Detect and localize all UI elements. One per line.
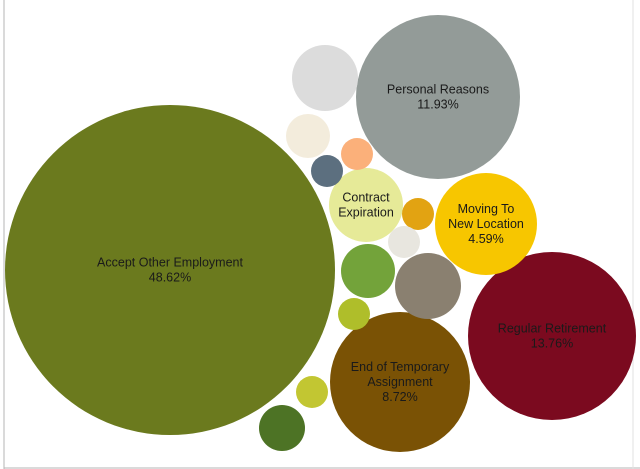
bubble-label-4-2: 4.59% xyxy=(468,232,503,246)
bubble-label-4-0: Moving To xyxy=(458,202,515,216)
bubble-16 xyxy=(259,405,305,451)
bubble-10 xyxy=(402,198,434,230)
bubble-7 xyxy=(286,114,330,158)
bubble-15 xyxy=(296,376,328,408)
bubble-8 xyxy=(341,138,373,170)
bubble-1 xyxy=(468,252,636,420)
bubble-label-5-1: Expiration xyxy=(338,206,394,220)
bubble-9 xyxy=(311,155,343,187)
bubble-6 xyxy=(292,45,358,111)
bubble-14 xyxy=(338,298,370,330)
bubble-12 xyxy=(341,244,395,298)
bubble-label-0-0: Accept Other Employment xyxy=(97,256,243,270)
bubble-13 xyxy=(395,253,461,319)
bubble-4 xyxy=(435,173,537,275)
bubble-label-5-0: Contract xyxy=(342,191,390,205)
bubble-label-3-2: 8.72% xyxy=(382,390,417,404)
bubble-0 xyxy=(5,105,335,435)
bubble-label-2-0: Personal Reasons xyxy=(387,83,489,97)
bubble-label-3-1: Assignment xyxy=(367,375,433,389)
bubble-label-4-1: New Location xyxy=(448,217,524,231)
bubble-label-3-0: End of Temporary xyxy=(351,360,450,374)
chart-frame xyxy=(3,0,640,469)
bubble-5 xyxy=(329,168,403,242)
bubble-3 xyxy=(330,312,470,452)
bubble-label-1-1: 13.76% xyxy=(531,337,573,351)
bubble-label-0-1: 48.62% xyxy=(149,271,191,285)
bubble-label-2-1: 11.93% xyxy=(417,98,458,112)
bubble-2 xyxy=(356,15,520,179)
bubble-11 xyxy=(388,226,420,258)
bubble-label-1-0: Regular Retirement xyxy=(498,322,607,336)
